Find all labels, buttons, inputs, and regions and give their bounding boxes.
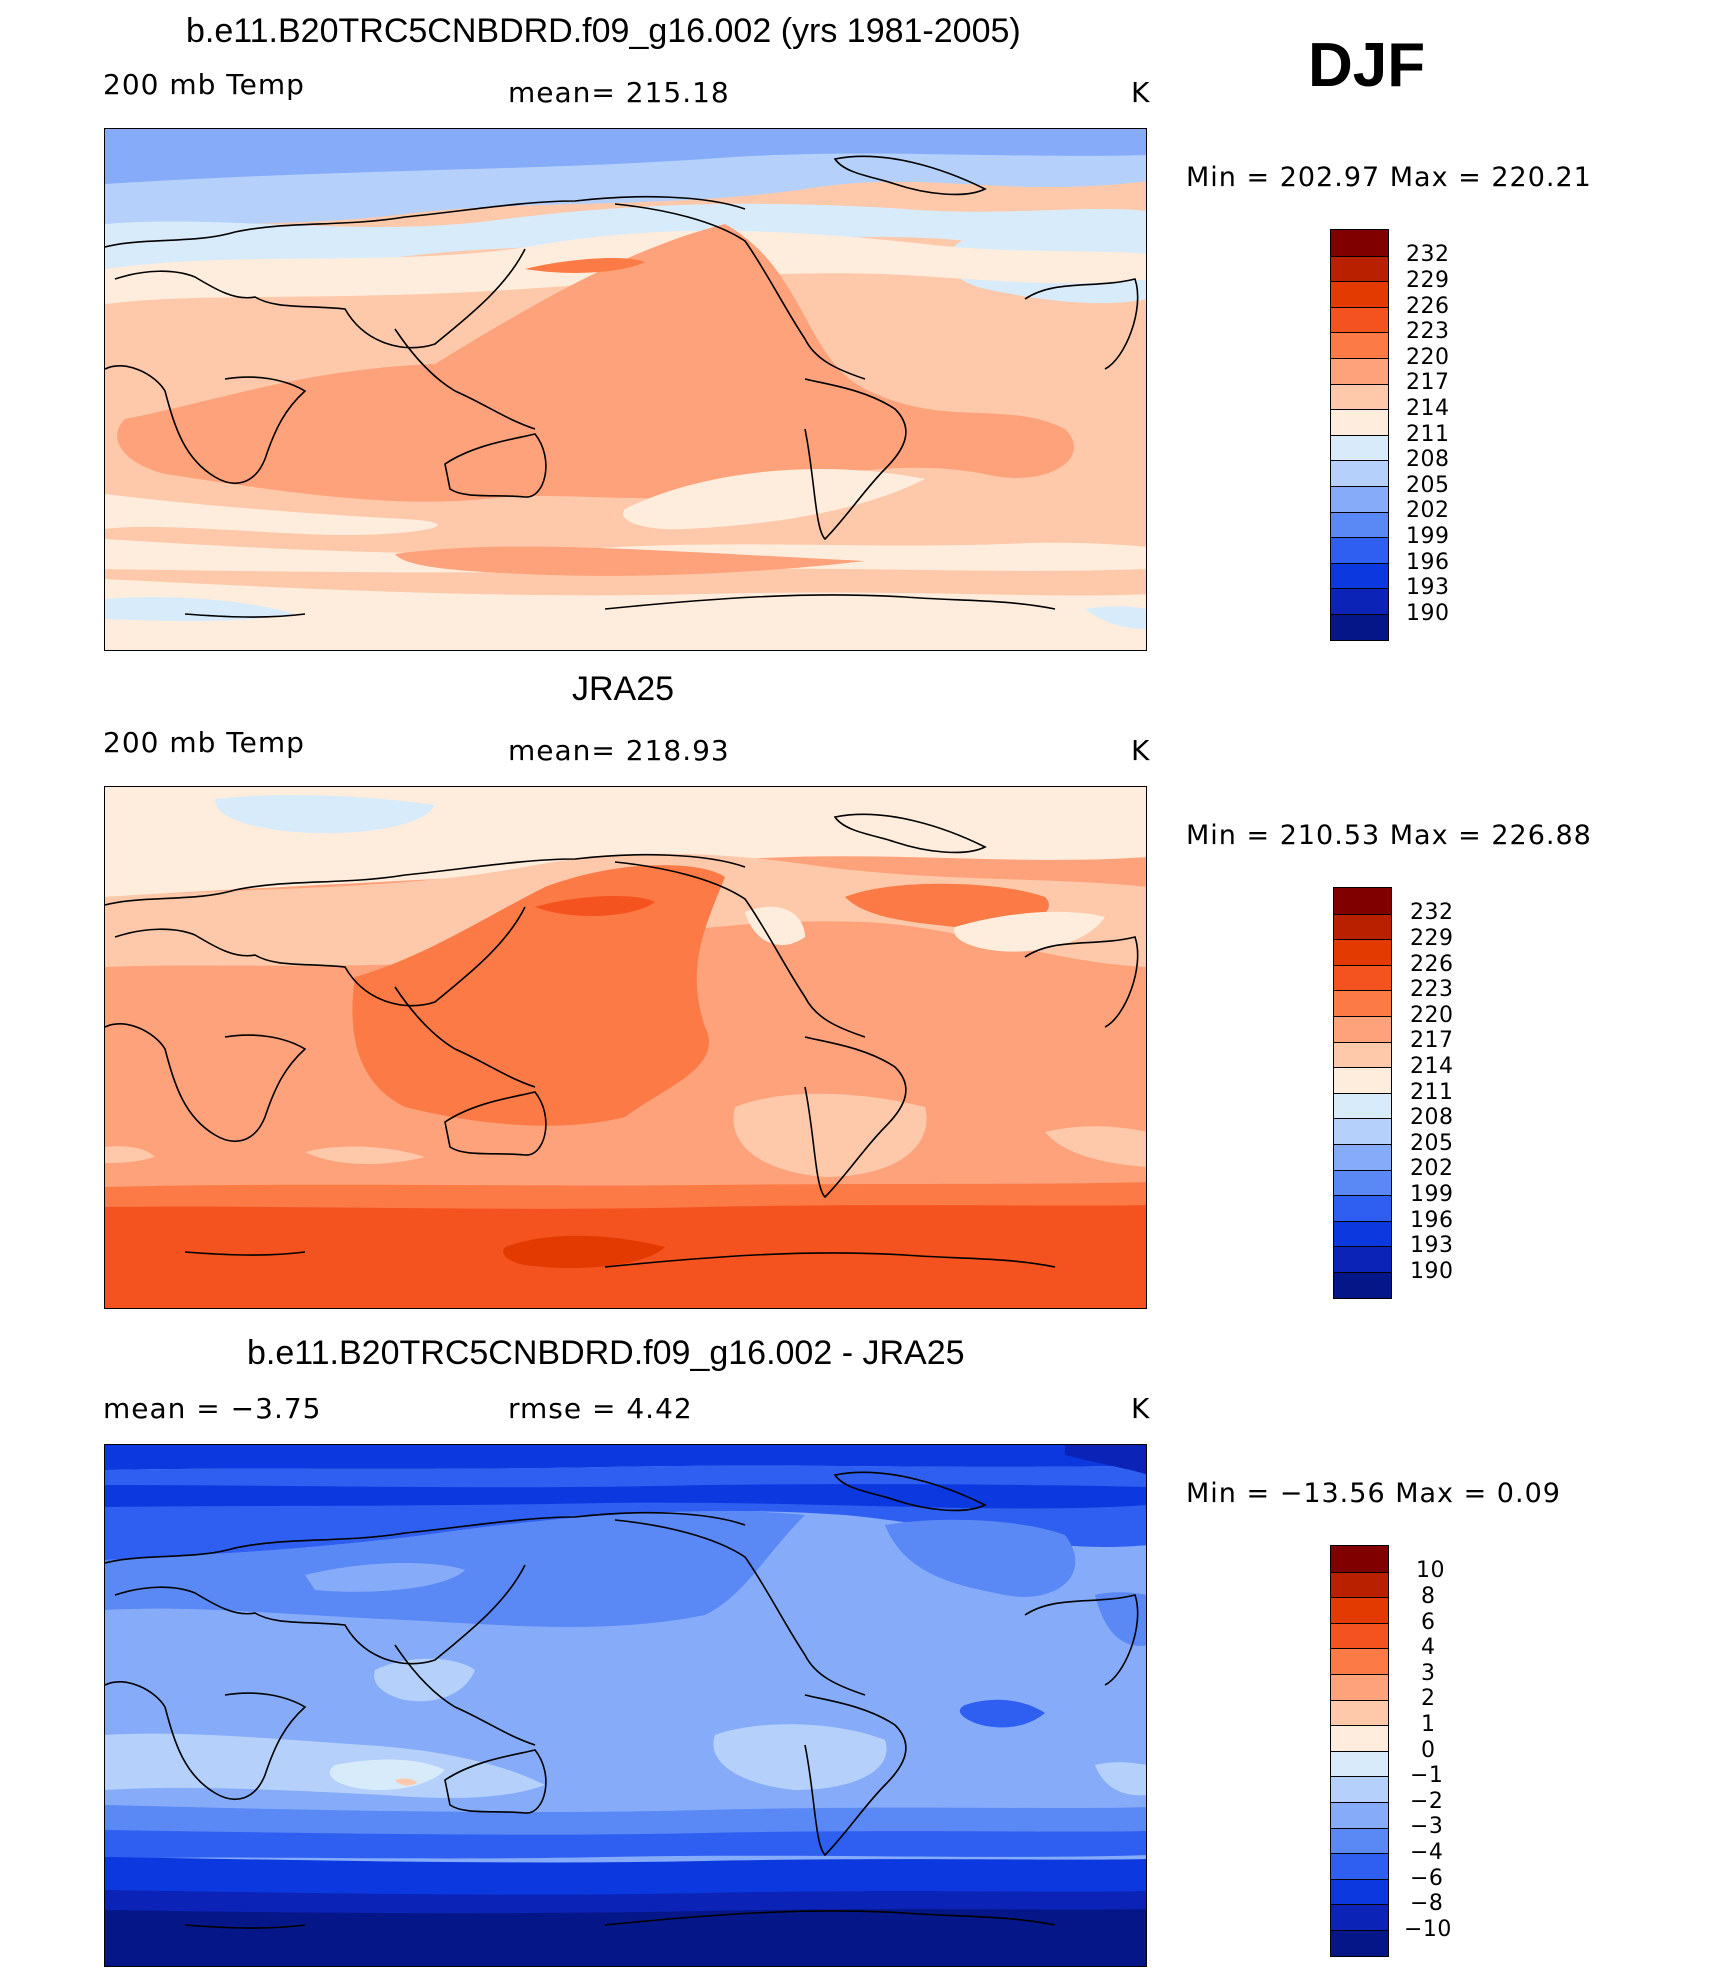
- tick-label: 193: [1410, 1233, 1454, 1258]
- tick-label: 196: [1406, 550, 1450, 575]
- tick-label: 196: [1410, 1208, 1454, 1233]
- variable-label: 200 mb Temp: [103, 68, 305, 101]
- tick-label: 8: [1421, 1584, 1436, 1609]
- tick-label: 208: [1406, 447, 1450, 472]
- tick-label: 0: [1421, 1738, 1436, 1763]
- tick-label: 202: [1406, 498, 1450, 523]
- tick-label: 205: [1410, 1131, 1454, 1156]
- tick-label: 3: [1421, 1661, 1436, 1686]
- colorbar-difference: [1330, 1545, 1389, 1957]
- tick-label: 223: [1406, 319, 1450, 344]
- tick-label: 193: [1406, 575, 1450, 600]
- tick-label: 226: [1410, 952, 1454, 977]
- units-label: K: [1131, 76, 1151, 109]
- tick-label: 220: [1410, 1003, 1454, 1028]
- tick-label: 10: [1416, 1558, 1445, 1583]
- panel-title: b.e11.B20TRC5CNBDRD.f09_g16.002 (yrs 198…: [186, 12, 1021, 50]
- minmax-label: Min = −13.56 Max = 0.09: [1186, 1478, 1561, 1509]
- tick-label: 199: [1406, 524, 1450, 549]
- tick-label: 202: [1410, 1156, 1454, 1181]
- tick-label: 199: [1410, 1182, 1454, 1207]
- season-label: DJF: [1308, 31, 1426, 100]
- tick-label: 205: [1406, 473, 1450, 498]
- tick-label: −4: [1410, 1840, 1444, 1865]
- mean-label: mean = −3.75: [103, 1392, 322, 1425]
- variable-label: 200 mb Temp: [103, 726, 305, 759]
- tick-label: 232: [1410, 900, 1454, 925]
- mean-label: mean= 218.93: [508, 734, 730, 767]
- panel-title: JRA25: [572, 670, 675, 708]
- map-jra25-temperature: [104, 786, 1147, 1309]
- tick-label: −2: [1410, 1789, 1444, 1814]
- minmax-label: Min = 202.97 Max = 220.21: [1186, 162, 1592, 193]
- mean-label: mean= 215.18: [508, 76, 730, 109]
- tick-label: 220: [1406, 345, 1450, 370]
- tick-label: −1: [1410, 1763, 1444, 1788]
- tick-label: 6: [1421, 1610, 1436, 1635]
- tick-label: 4: [1421, 1635, 1436, 1660]
- tick-label: 208: [1410, 1105, 1454, 1130]
- tick-label: 226: [1406, 294, 1450, 319]
- units-label: K: [1131, 734, 1151, 767]
- rmse-label: rmse = 4.42: [508, 1392, 693, 1425]
- tick-label: 190: [1410, 1259, 1454, 1284]
- tick-label: −10: [1404, 1917, 1452, 1942]
- tick-label: 229: [1410, 926, 1454, 951]
- colorbar-temperature-jra25: [1333, 887, 1392, 1299]
- tick-label: 217: [1410, 1028, 1454, 1053]
- tick-label: −3: [1410, 1814, 1444, 1839]
- tick-label: 214: [1406, 396, 1450, 421]
- map-difference: [104, 1444, 1147, 1967]
- tick-label: −8: [1410, 1891, 1444, 1916]
- tick-label: 190: [1406, 601, 1450, 626]
- map-model-temperature: [104, 128, 1147, 651]
- tick-label: 1: [1421, 1712, 1436, 1737]
- tick-label: 2: [1421, 1686, 1436, 1711]
- tick-label: 211: [1406, 422, 1450, 447]
- panel-title: b.e11.B20TRC5CNBDRD.f09_g16.002 - JRA25: [247, 1334, 965, 1372]
- tick-label: 214: [1410, 1054, 1454, 1079]
- minmax-label: Min = 210.53 Max = 226.88: [1186, 820, 1592, 851]
- tick-label: −6: [1410, 1866, 1444, 1891]
- tick-label: 217: [1406, 370, 1450, 395]
- tick-label: 232: [1406, 242, 1450, 267]
- colorbar-temperature-model: [1330, 229, 1389, 641]
- tick-label: 223: [1410, 977, 1454, 1002]
- tick-label: 211: [1410, 1080, 1454, 1105]
- tick-label: 229: [1406, 268, 1450, 293]
- units-label: K: [1131, 1392, 1151, 1425]
